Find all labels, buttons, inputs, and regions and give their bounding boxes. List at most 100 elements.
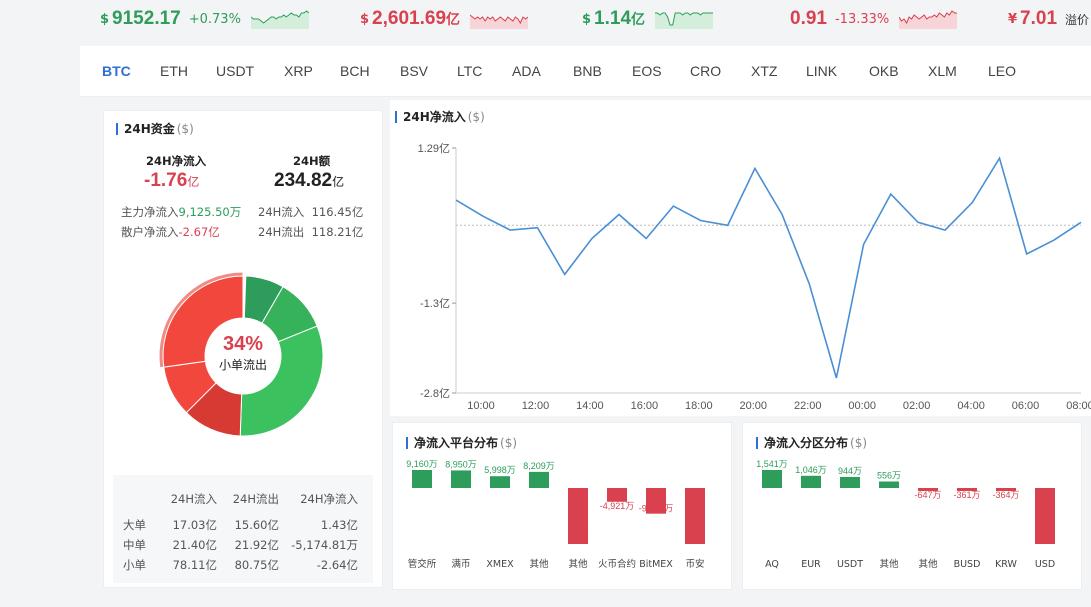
table-cell-net: 1.43亿 bbox=[320, 518, 358, 532]
bar bbox=[490, 476, 510, 488]
x-tick-label: 02:00 bbox=[903, 400, 931, 410]
bar bbox=[1035, 488, 1055, 544]
ticker-sparkline bbox=[470, 14, 529, 29]
x-tick-label: 04:00 bbox=[957, 400, 985, 410]
tab-leo[interactable]: LEO bbox=[988, 63, 1017, 79]
bar-category: 其他 bbox=[879, 558, 899, 570]
bar-label: -2亿 bbox=[569, 533, 586, 544]
bar-category: XMEX bbox=[486, 559, 514, 570]
bar-label: 556万 bbox=[877, 471, 901, 481]
sparkline-line bbox=[899, 10, 958, 25]
bar-label: -9,167万 bbox=[639, 504, 674, 514]
tab-link[interactable]: LINK bbox=[806, 63, 838, 79]
bar-category: 火币合约 bbox=[598, 558, 636, 570]
sparkline-area bbox=[470, 15, 529, 29]
table-header: 24H流入 bbox=[170, 492, 217, 506]
net-inflow-line bbox=[455, 156, 1082, 379]
x-tick-label: 08:00 bbox=[1066, 400, 1091, 410]
ticker-1[interactable]: $2,601.69 亿 bbox=[360, 0, 529, 38]
bar-category: BUSD bbox=[954, 559, 981, 570]
tab-cro[interactable]: CRO bbox=[690, 63, 722, 79]
bar-label: -364万 bbox=[992, 490, 1019, 500]
bar bbox=[996, 488, 1016, 491]
tab-xlm[interactable]: XLM bbox=[928, 63, 957, 79]
platform-panel bbox=[392, 422, 732, 590]
table-row-name: 中单 bbox=[123, 538, 146, 552]
donut-label: 小单流出 bbox=[218, 358, 267, 372]
bar-label: 8,209万 bbox=[523, 461, 555, 471]
ticker-change: +0.73% bbox=[188, 11, 241, 27]
table-cell-in: 17.03亿 bbox=[172, 518, 217, 532]
table-cell-net: -5,174.81万 bbox=[291, 538, 358, 552]
bar-category: 其他 bbox=[529, 558, 549, 570]
table-cell-in: 21.40亿 bbox=[172, 538, 217, 552]
order-size-table: 24H流入 24H流出 24H净流入 大单 17.03亿 15.60亿 1.43亿 中单 21.… bbox=[113, 475, 373, 583]
bar bbox=[840, 476, 860, 488]
region-panel bbox=[742, 422, 1082, 590]
tab-bsv[interactable]: BSV bbox=[400, 63, 429, 79]
ticker-2[interactable]: $1.14 亿 bbox=[582, 0, 714, 38]
y-tick-label: -1.3亿 bbox=[420, 297, 450, 310]
bar-label: 1,046万 bbox=[795, 465, 827, 475]
ticker-price: 0.91 bbox=[790, 8, 827, 29]
table-row-name: 小单 bbox=[123, 558, 146, 572]
y-tick-label: 1.29亿 bbox=[418, 142, 450, 155]
bar bbox=[529, 471, 549, 488]
ticker-price: 9152.17 bbox=[112, 8, 181, 29]
bar-category: KRW bbox=[995, 559, 1017, 570]
table-header: 24H流出 bbox=[232, 492, 279, 506]
bar-label: -4,921万 bbox=[600, 501, 635, 511]
ticker-0[interactable]: $9152.17 +0.73% bbox=[100, 0, 309, 38]
tab-btc[interactable]: BTC bbox=[102, 63, 131, 79]
sparkline-line bbox=[655, 12, 714, 26]
donut-slice-small-in bbox=[239, 325, 324, 437]
tab-xrp[interactable]: XRP bbox=[284, 63, 313, 79]
ticker-currency: $ bbox=[360, 11, 370, 27]
table-cell-net: -2.64亿 bbox=[316, 558, 358, 572]
bar bbox=[607, 488, 627, 502]
tab-ltc[interactable]: LTC bbox=[457, 63, 483, 79]
ticker-unit: 亿 bbox=[631, 12, 646, 28]
tab-ada[interactable]: ADA bbox=[512, 63, 541, 79]
tab-eos[interactable]: EOS bbox=[632, 63, 662, 79]
bar-category: USDT bbox=[837, 559, 863, 570]
tab-eth[interactable]: ETH bbox=[160, 63, 188, 79]
ticker-change: -13.33% bbox=[834, 11, 890, 27]
net-inflow-line-panel bbox=[390, 100, 1091, 416]
tab-okb[interactable]: OKB bbox=[869, 63, 899, 79]
net-inflow-label: 24H净流入 bbox=[146, 154, 207, 168]
ticker-3[interactable]: 0.91 -13.33% bbox=[790, 0, 958, 38]
coin-tabs: BTC ETH USDT XRP BCH BSV LTC ADA BNB EOS CRO XTZ LIN… bbox=[80, 46, 1091, 97]
bar-category: 币安 bbox=[685, 558, 704, 570]
ticker-bar: $9152.17 +0.73% $2,601.69 亿 $1.14 亿 0.91 -13.33… bbox=[0, 0, 1091, 44]
bar bbox=[451, 470, 471, 488]
bar bbox=[412, 470, 432, 488]
tab-usdt[interactable]: USDT bbox=[216, 63, 255, 79]
sparkline-area bbox=[655, 13, 714, 29]
ticker-price: 2,601.69 bbox=[372, 8, 447, 29]
bar-category: 其他 bbox=[918, 558, 938, 570]
ticker-currency: $ bbox=[582, 11, 592, 27]
bar-label: -2亿 bbox=[686, 533, 703, 544]
bar-label: -361万 bbox=[953, 490, 980, 500]
table-cell-out: 80.75亿 bbox=[234, 558, 279, 572]
bar-category: BitMEX bbox=[639, 559, 673, 570]
bar bbox=[918, 488, 938, 491]
retail-inflow: 散户净流入-2.67亿 bbox=[121, 225, 220, 239]
net-inflow-line-chart: 1.29亿 -1.3亿 -2.8亿 10:00 12:00 14:00 16:00 18:00… bbox=[418, 142, 1091, 410]
table-cell-out: 15.60亿 bbox=[234, 518, 279, 532]
ticker-4[interactable]: ¥7.01 溢价 bbox=[1008, 0, 1089, 38]
x-tick-label: 12:00 bbox=[522, 400, 550, 410]
ticker-sparkline bbox=[899, 10, 958, 29]
tab-xtz[interactable]: XTZ bbox=[751, 63, 778, 79]
ticker-sparkline bbox=[655, 12, 714, 29]
x-tick-label: 22:00 bbox=[794, 400, 822, 410]
bar-label: 5,998万 bbox=[484, 465, 516, 475]
x-tick-label: 20:00 bbox=[740, 400, 768, 410]
tab-bch[interactable]: BCH bbox=[340, 63, 370, 79]
bar bbox=[801, 475, 821, 488]
tab-bnb[interactable]: BNB bbox=[573, 63, 602, 79]
y-tick-label: -2.8亿 bbox=[420, 387, 450, 400]
bar-label: -2亿 bbox=[1036, 533, 1053, 544]
x-tick-label: 06:00 bbox=[1012, 400, 1040, 410]
